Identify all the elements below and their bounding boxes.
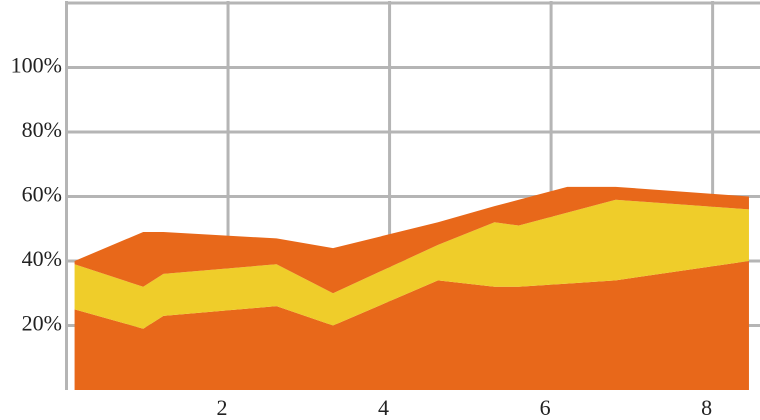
y-tick-label: 20% xyxy=(22,311,62,336)
x-tick-label: 4 xyxy=(378,395,389,420)
y-tick-label: 40% xyxy=(22,246,62,271)
area xyxy=(74,186,749,294)
area xyxy=(74,199,749,329)
y-tick-label: 80% xyxy=(22,117,62,142)
x-tick-label: 8 xyxy=(701,395,712,420)
y-tick-label: 100% xyxy=(11,53,62,78)
x-tick-label: 6 xyxy=(540,395,551,420)
area xyxy=(74,261,749,390)
y-tick-label: 60% xyxy=(22,182,62,207)
x-tick-label: 2 xyxy=(217,395,228,420)
